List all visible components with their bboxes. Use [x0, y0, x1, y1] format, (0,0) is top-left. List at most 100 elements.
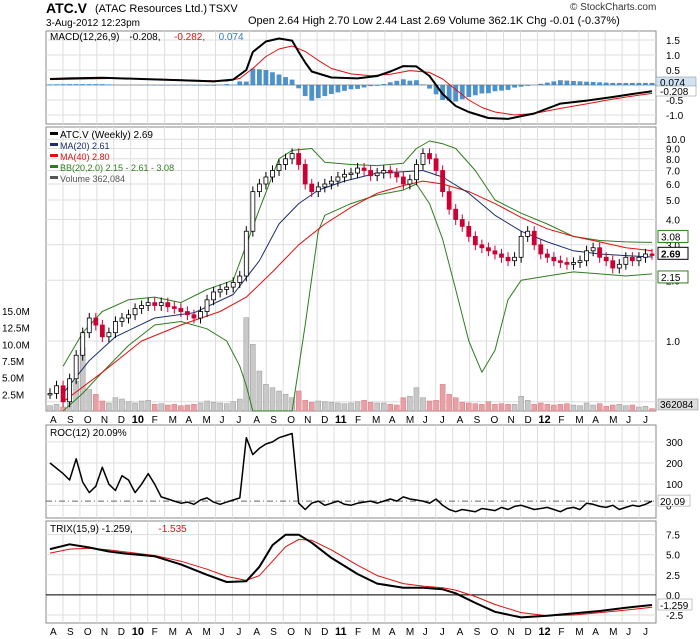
price-candle — [374, 172, 380, 177]
macd-histogram-bar — [453, 85, 459, 102]
macd-histogram-bar — [106, 84, 112, 85]
price-candle — [603, 256, 609, 262]
volume-bar — [230, 401, 236, 412]
x-axis-label: 12 — [538, 626, 550, 638]
volume-bar — [557, 404, 564, 412]
x-axis-label: S — [474, 415, 481, 426]
price-candle — [512, 256, 517, 262]
x-axis-label: 10 — [132, 414, 144, 426]
price-candle — [99, 324, 105, 338]
x-axis-label: N — [508, 415, 515, 426]
volume-bar — [380, 402, 387, 412]
x-axis-label: S — [67, 415, 74, 426]
macd-histogram-bar — [584, 81, 589, 85]
volume-bar — [151, 404, 158, 412]
price-candle — [145, 302, 151, 306]
volume-bar — [407, 396, 413, 412]
macd-histogram-bar — [302, 85, 308, 97]
price-candle — [643, 253, 648, 258]
price-tick-label: 1.0 — [666, 337, 680, 348]
volume-bar — [308, 402, 315, 412]
price-candle — [368, 170, 374, 177]
price-candle — [289, 153, 295, 160]
price-candle — [571, 262, 576, 265]
trix-tick-label: 2.5 — [666, 571, 680, 582]
price-candle — [230, 282, 236, 288]
x-axis-label: M — [575, 415, 583, 426]
macd-histogram-bar — [335, 85, 341, 93]
x-axis-label: D — [524, 415, 531, 426]
price-candle — [296, 153, 302, 165]
stockcharts-logo: © StockCharts.com — [570, 2, 657, 13]
x-axis-label: F — [152, 415, 158, 426]
price-candle — [472, 236, 478, 246]
x-axis-label: O — [491, 415, 499, 426]
volume-bar — [99, 400, 106, 412]
volume-bar — [538, 402, 544, 412]
x-axis-label: 10 — [132, 626, 144, 638]
trix-tick-label: 0.0 — [666, 591, 680, 602]
volume-bar — [603, 406, 609, 412]
macd-histogram-bar — [459, 85, 465, 100]
x-axis-label: M — [203, 415, 211, 426]
macd-histogram-bar — [551, 81, 557, 85]
price-candle — [191, 314, 197, 319]
price-candle — [433, 158, 439, 171]
macd-histogram-bar — [361, 85, 367, 88]
volume-bar — [551, 404, 557, 412]
macd-value-box — [655, 85, 697, 97]
price-candle — [557, 260, 563, 263]
x-axis-label: O — [287, 415, 295, 426]
price-candle — [551, 256, 557, 262]
macd-histogram-bar — [486, 85, 491, 94]
macd-histogram-bar — [407, 80, 413, 85]
macd-tick-label: -0.5 — [666, 96, 684, 107]
price-candle — [597, 247, 603, 258]
trix-value-label: -1.259 — [660, 601, 689, 612]
macd-histogram-bar — [400, 79, 406, 85]
x-axis-label: O — [287, 627, 295, 638]
price-tick-label: 7.0 — [666, 167, 680, 178]
price-candle — [237, 275, 243, 283]
volume-bar — [642, 406, 649, 412]
macd-histogram-bar — [322, 85, 328, 97]
price-candle — [427, 153, 432, 160]
price-candle — [381, 170, 387, 174]
x-axis-label: A — [457, 415, 464, 426]
volume-bar — [590, 404, 596, 412]
macd-histogram-bar — [348, 85, 354, 90]
macd-histogram-bar — [86, 84, 92, 85]
price-candle — [126, 314, 131, 319]
macd-histogram-bar — [616, 82, 622, 85]
macd-histogram-bar — [505, 85, 511, 90]
x-axis-label: N — [304, 627, 311, 638]
volume-bar — [577, 405, 583, 412]
price-candle — [270, 170, 275, 178]
x-axis-label: M — [575, 627, 583, 638]
exchange: TSXV — [209, 3, 238, 15]
x-axis-label: J — [626, 627, 631, 638]
price-value-box — [657, 246, 689, 260]
volume-bar — [86, 389, 93, 412]
macd-histogram-bar — [577, 81, 583, 85]
macd-histogram-bar — [47, 84, 53, 85]
price-tick-label: 4.0 — [666, 216, 680, 227]
macd-histogram-bar — [518, 85, 524, 87]
macd-histogram-bar — [414, 80, 419, 85]
x-axis-label: N — [101, 415, 108, 426]
price-candle — [616, 263, 622, 269]
volume-bar — [649, 408, 655, 412]
x-axis-label: A — [389, 627, 396, 638]
macd-histogram-bar — [492, 85, 498, 92]
ma40-line — [62, 180, 653, 403]
price-candle — [152, 302, 158, 306]
price-legend-swatch — [50, 154, 58, 157]
volume-bar — [53, 404, 60, 412]
macd-histogram-bar — [479, 85, 485, 94]
x-axis-label: 11 — [335, 414, 347, 426]
price-candle — [590, 247, 596, 252]
volume-bar — [341, 403, 348, 412]
price-candle — [86, 317, 92, 334]
price-legend: MA(40) 2.80 — [60, 152, 110, 162]
